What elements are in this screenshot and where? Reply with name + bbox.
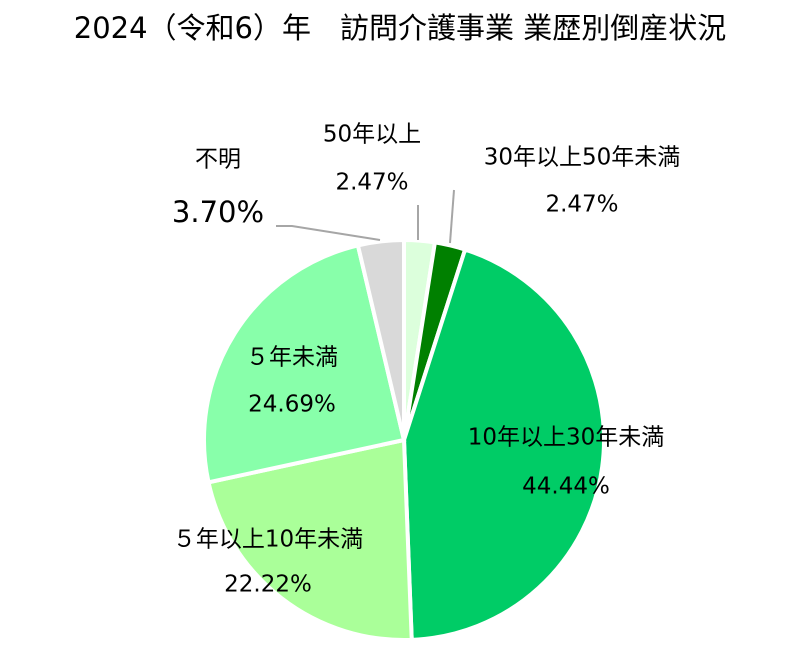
leader-line — [449, 189, 455, 244]
value-label: 24.69% — [248, 392, 336, 418]
pie-slice — [355, 237, 406, 441]
slice-label: 50年以上 — [323, 122, 421, 148]
pie-slice — [206, 437, 414, 642]
slice-label: 10年以上30年未満 — [468, 425, 665, 451]
slice-label: 30年以上50年未満 — [484, 145, 681, 171]
slice-label: 不明 — [195, 147, 241, 173]
slice-label: ５年以上10年未満 — [173, 527, 363, 553]
value-label: 22.22% — [224, 572, 312, 598]
value-label: 2.47% — [545, 192, 618, 218]
value-label: 44.44% — [522, 474, 610, 500]
value-label: 3.70% — [172, 195, 264, 229]
leader-line — [276, 225, 381, 241]
pie-slice — [401, 247, 606, 642]
value-label: 2.47% — [335, 170, 408, 196]
chart-title: 2024（令和6）年 訪問介護事業 業歴別倒産状況 — [74, 11, 726, 45]
pie — [202, 237, 606, 642]
pie-slice — [202, 242, 407, 485]
slice-label: ５年未満 — [246, 345, 338, 371]
